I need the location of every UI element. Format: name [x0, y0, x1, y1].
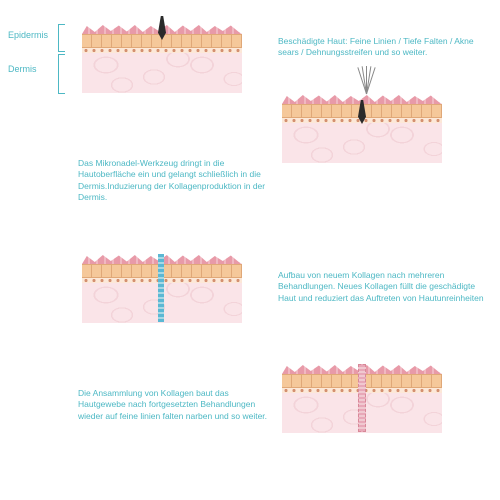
dermis-label: Dermis	[8, 64, 37, 74]
epidermis-bracket	[58, 24, 66, 52]
epidermis-label: Epidermis	[8, 30, 48, 40]
caption-2: Das Mikronadel-Werkzeug dringt in die Ha…	[78, 158, 278, 204]
dermis-bracket	[58, 54, 66, 94]
dermis-layer	[82, 53, 242, 93]
needle-fan-icon	[352, 66, 382, 96]
caption-1: Beschädigte Haut: Feine Linien / Tiefe F…	[278, 36, 488, 59]
collagen-channel-healed	[358, 364, 366, 432]
caption-3: Aufbau von neuem Kollagen nach mehreren …	[278, 270, 488, 304]
caption-4: Die Ansammlung von Kollagen baut das Hau…	[78, 388, 278, 422]
collagen-channel-new	[158, 254, 164, 322]
dermis-layer	[282, 123, 442, 163]
